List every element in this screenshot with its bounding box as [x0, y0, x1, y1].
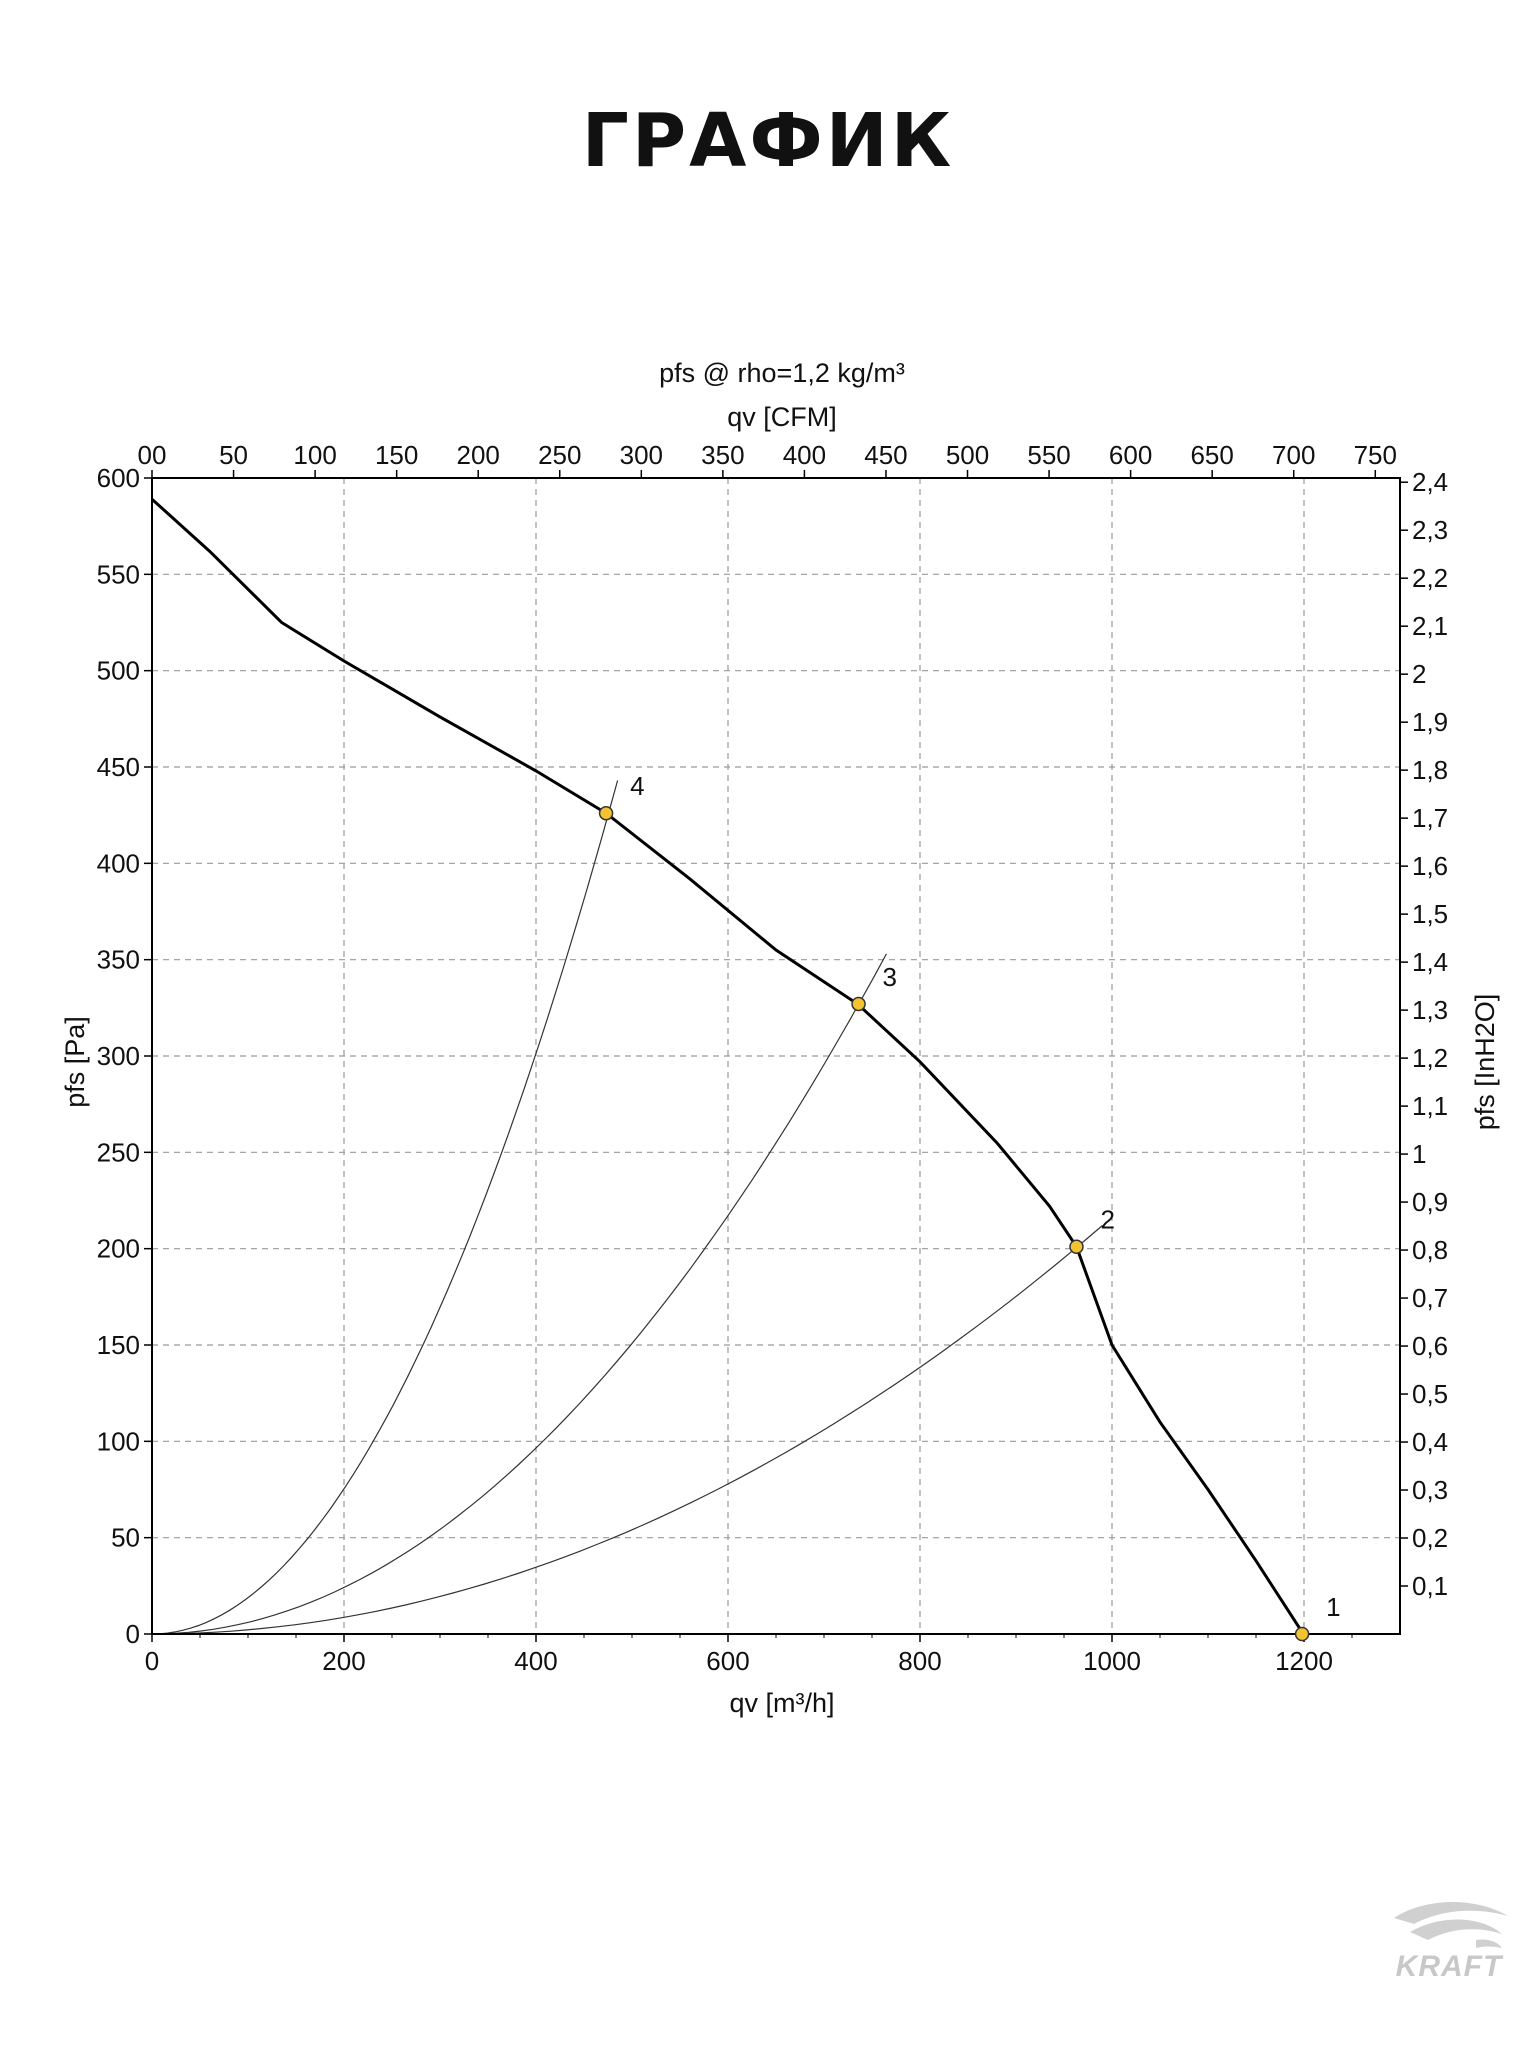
y-tick-label: 250	[97, 1137, 140, 1167]
x2-tick-label: 700	[1272, 440, 1315, 470]
y2-tick-label: 0,2	[1412, 1523, 1448, 1553]
y-tick-label: 450	[97, 752, 140, 782]
y2-tick-label: 1,5	[1412, 899, 1448, 929]
y2-tick-label: 0,6	[1412, 1331, 1448, 1361]
x2-tick-label: 600	[1109, 440, 1152, 470]
y2-tick-label: 1,2	[1412, 1043, 1448, 1073]
y-tick-label: 150	[97, 1330, 140, 1360]
y2-tick-label: 0,1	[1412, 1571, 1448, 1601]
y2-tick-label: 1,1	[1412, 1091, 1448, 1121]
x2-tick-label: 350	[701, 440, 744, 470]
y2-tick-label: 1,8	[1412, 755, 1448, 785]
y2-tick-label: 2,4	[1412, 467, 1448, 497]
operating-point-marker	[1069, 1239, 1084, 1254]
x2-axis-label: qv [CFM]	[727, 402, 837, 432]
operating-point-label: 3	[883, 962, 897, 992]
x-tick-label: 200	[322, 1646, 365, 1676]
x2-tick-label: 200	[457, 440, 500, 470]
x-tick-label: 800	[898, 1646, 941, 1676]
y2-tick-label: 1,3	[1412, 995, 1448, 1025]
y2-tick-label: 1,6	[1412, 851, 1448, 881]
curves	[150, 498, 1304, 1635]
y2-tick-label: 2	[1412, 659, 1426, 689]
brand-logo-icon	[1394, 1901, 1508, 1948]
grid	[152, 478, 1400, 1634]
y2-tick-label: 1,7	[1412, 803, 1448, 833]
y-tick-label: 50	[111, 1523, 140, 1553]
y2-tick-label: 2,2	[1412, 563, 1448, 593]
x-tick-label: 600	[706, 1646, 749, 1676]
x2-tick-label: 750	[1354, 440, 1397, 470]
y-tick-label: 400	[97, 848, 140, 878]
x2-tick-label: 650	[1190, 440, 1233, 470]
operating-points: 1 2 3 4	[598, 771, 1341, 1642]
x-tick-label: 1000	[1083, 1646, 1141, 1676]
x2-tick-label: 00	[138, 440, 167, 470]
system-curve-line	[151, 780, 619, 1635]
y2-tick-label: 0,4	[1412, 1427, 1448, 1457]
y2-tick-label: 0,3	[1412, 1475, 1448, 1505]
x2-tick-label: 50	[219, 440, 248, 470]
operating-point-label: 1	[1326, 1592, 1340, 1622]
x2-tick-label: 300	[620, 440, 663, 470]
y-tick-label: 0	[126, 1619, 140, 1649]
y-tick-label: 300	[97, 1041, 140, 1071]
page-title: ГРАФИК	[581, 98, 955, 184]
x-tick-label: 400	[514, 1646, 557, 1676]
x2-tick-label: 550	[1027, 440, 1070, 470]
operating-point-marker	[851, 996, 866, 1012]
operating-point-marker	[1294, 1626, 1310, 1642]
x2-tick-label: 100	[293, 440, 336, 470]
operating-point-label: 2	[1100, 1205, 1114, 1235]
x2-tick-label: 150	[375, 440, 418, 470]
ticks: 0 200 400 600 800 1000 12000501001502002503003…	[97, 440, 1449, 1676]
system-curve-line	[151, 953, 887, 1635]
y2-tick-label: 0,8	[1412, 1235, 1448, 1265]
y2-tick-label: 0,9	[1412, 1187, 1448, 1217]
fan-curve-line	[150, 498, 1304, 1633]
y2-tick-label: 1,4	[1412, 947, 1448, 977]
x-tick-label: 0	[145, 1646, 159, 1676]
y2-tick-label: 1,9	[1412, 707, 1448, 737]
x-axis-label: qv [m³/h]	[729, 1688, 834, 1718]
y-tick-label: 100	[97, 1426, 140, 1456]
y2-axis-label: pfs [InH2O]	[1470, 994, 1500, 1131]
y2-tick-label: 0,5	[1412, 1379, 1448, 1409]
y2-tick-label: 2,3	[1412, 515, 1448, 545]
chart-title: pfs @ rho=1,2 kg/m³	[659, 358, 905, 388]
y2-tick-label: 1	[1412, 1139, 1426, 1169]
y2-tick-label: 0,7	[1412, 1283, 1448, 1313]
y-tick-label: 550	[97, 559, 140, 589]
x-tick-label: 1200	[1275, 1646, 1333, 1676]
y-axis-label: pfs [Pa]	[60, 1016, 90, 1108]
y-tick-label: 200	[97, 1234, 140, 1264]
x2-tick-label: 250	[538, 440, 581, 470]
x2-tick-label: 400	[783, 440, 826, 470]
x2-tick-label: 500	[946, 440, 989, 470]
brand-name: KRAFT	[1395, 1950, 1503, 1983]
y-tick-label: 500	[97, 656, 140, 686]
y-tick-label: 350	[97, 945, 140, 975]
y-tick-label: 600	[97, 463, 140, 493]
system-curve-line	[151, 1225, 1103, 1635]
operating-point-marker	[598, 805, 614, 821]
operating-point-label: 4	[630, 771, 644, 801]
y2-tick-label: 2,1	[1412, 611, 1448, 641]
x2-tick-label: 450	[864, 440, 907, 470]
